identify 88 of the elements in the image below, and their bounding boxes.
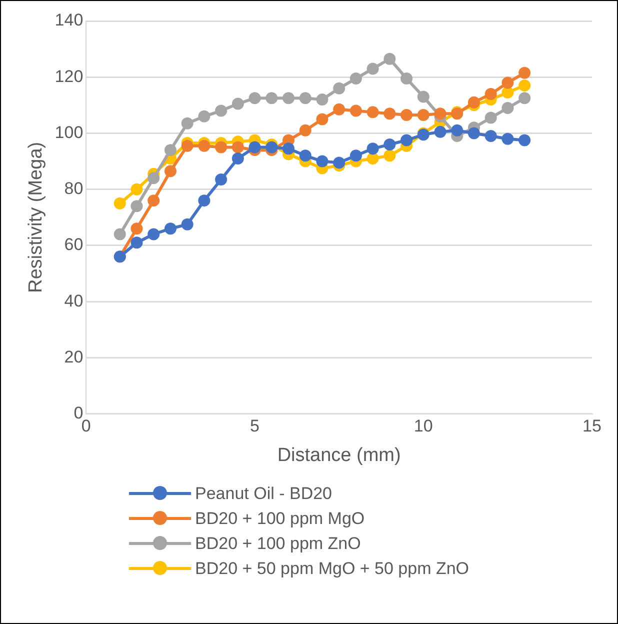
point	[434, 126, 446, 138]
point	[282, 92, 294, 104]
point	[198, 194, 210, 207]
point	[417, 90, 430, 103]
point	[518, 66, 531, 79]
point	[400, 134, 413, 146]
point	[518, 134, 531, 146]
legend-label: BD20 + 100 ppm MgO	[195, 508, 365, 528]
y-tick-label: 20	[64, 347, 84, 366]
point	[417, 108, 430, 121]
point	[299, 124, 312, 136]
point	[232, 152, 244, 164]
point	[215, 141, 228, 154]
point	[181, 117, 194, 130]
point	[434, 108, 446, 120]
point	[181, 140, 194, 152]
point	[299, 150, 312, 162]
point	[316, 94, 328, 106]
point	[333, 103, 346, 116]
point	[164, 144, 176, 156]
point	[518, 80, 531, 92]
point	[248, 92, 261, 104]
point	[215, 104, 228, 117]
x-tick-label: 15	[582, 416, 602, 436]
point	[502, 132, 514, 145]
point	[484, 130, 497, 142]
point	[400, 108, 413, 121]
y-tick-label: 100	[54, 122, 84, 142]
point	[148, 194, 160, 207]
y-tick-label: 80	[64, 179, 84, 198]
point	[468, 96, 480, 108]
point	[114, 228, 126, 240]
point	[484, 88, 497, 100]
point	[316, 155, 328, 168]
y-tick-label: 60	[64, 235, 84, 254]
point	[518, 92, 531, 104]
x-tick-label: 10	[414, 416, 433, 436]
point	[148, 172, 160, 184]
legend-label: BD20 + 50 ppm MgO + 50 ppm ZnO	[195, 558, 470, 578]
point	[248, 141, 261, 154]
point	[130, 183, 143, 196]
point	[333, 156, 346, 169]
point	[502, 86, 514, 99]
point	[232, 141, 244, 154]
point	[148, 228, 160, 240]
point	[333, 82, 346, 94]
point	[198, 140, 210, 152]
y-tick-label: 140	[54, 10, 84, 30]
point	[232, 98, 244, 110]
point	[366, 152, 379, 164]
y-axis-title: Resistivity (Mega)	[26, 142, 47, 293]
point	[164, 165, 176, 178]
point	[299, 92, 312, 104]
y-tick-label: 120	[54, 66, 84, 86]
point	[164, 222, 176, 235]
point	[266, 141, 278, 154]
point	[366, 106, 379, 118]
point	[484, 112, 497, 124]
point	[350, 150, 362, 162]
point	[502, 102, 514, 114]
point	[114, 197, 126, 210]
point	[130, 222, 143, 235]
y-tick-label: 40	[64, 291, 84, 310]
point	[468, 127, 480, 140]
point	[350, 104, 362, 117]
point	[400, 72, 413, 85]
x-axis-title: Distance (mm)	[277, 444, 401, 466]
point	[316, 113, 328, 126]
point	[451, 124, 464, 136]
point	[502, 76, 514, 89]
point	[384, 108, 396, 120]
point	[384, 150, 396, 162]
point	[215, 174, 228, 186]
point	[130, 200, 143, 212]
point	[350, 72, 362, 85]
point	[366, 62, 379, 75]
point	[384, 52, 396, 65]
point	[282, 142, 294, 155]
point	[266, 92, 278, 104]
legend-label: BD20 + 100 ppm ZnO	[195, 534, 361, 554]
point	[366, 142, 379, 155]
point	[130, 236, 143, 249]
point	[181, 218, 194, 230]
point	[384, 138, 396, 150]
y-tick-label: 0	[74, 403, 84, 422]
x-tick-label: 5	[250, 416, 260, 436]
legend-label: Peanut Oil - BD20	[195, 484, 332, 504]
point	[198, 110, 210, 122]
